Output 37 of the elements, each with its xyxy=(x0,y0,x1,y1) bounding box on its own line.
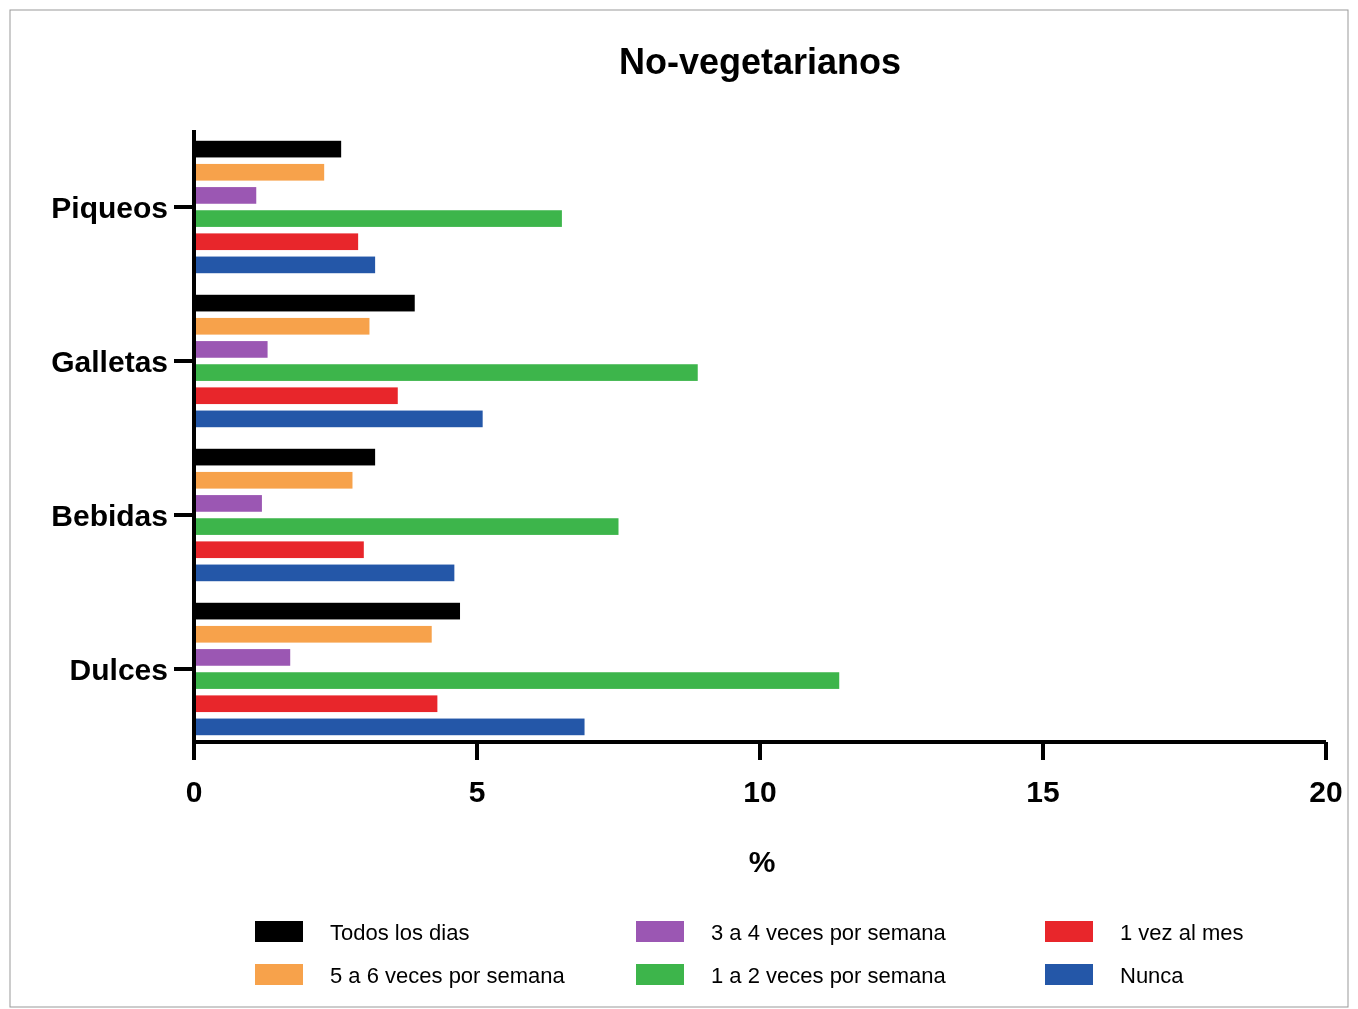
x-tick-label: 15 xyxy=(1026,775,1060,808)
bar xyxy=(194,695,438,713)
chart-title: No-vegetarianos xyxy=(618,41,902,82)
bar xyxy=(194,341,268,358)
bar xyxy=(194,410,483,428)
legend-label: 1 vez al mes xyxy=(1120,920,1244,945)
legend-label: Todos los dias xyxy=(330,920,470,945)
bar xyxy=(194,256,376,274)
legend-label: 3 a 4 veces por semana xyxy=(711,920,947,945)
bar xyxy=(194,564,455,582)
bar xyxy=(194,518,619,535)
bar xyxy=(194,672,840,689)
y-tick-label: Piqueos xyxy=(51,191,168,224)
y-tick-label: Galletas xyxy=(51,345,168,378)
bar xyxy=(194,187,257,204)
bar xyxy=(194,625,432,643)
bar xyxy=(194,718,585,736)
y-tick-label: Dulces xyxy=(69,653,168,686)
x-tick-label: 20 xyxy=(1309,775,1343,808)
bar xyxy=(194,210,562,227)
bar xyxy=(194,317,370,335)
x-axis-title: % xyxy=(748,845,776,878)
x-tick-label: 0 xyxy=(185,775,203,808)
bar xyxy=(194,163,325,181)
bar xyxy=(194,649,291,666)
legend-label: 1 a 2 veces por semana xyxy=(711,963,947,988)
bar xyxy=(194,387,398,405)
bar xyxy=(194,541,364,559)
bar xyxy=(194,471,353,489)
legend-label: 5 a 6 veces por semana xyxy=(330,963,566,988)
y-tick-label: Bebidas xyxy=(51,499,168,532)
bar xyxy=(194,233,359,251)
legend-label: Nunca xyxy=(1120,963,1185,988)
bar xyxy=(194,495,262,512)
x-tick-label: 5 xyxy=(468,775,486,808)
bar xyxy=(194,364,698,381)
x-tick-label: 10 xyxy=(743,775,777,808)
